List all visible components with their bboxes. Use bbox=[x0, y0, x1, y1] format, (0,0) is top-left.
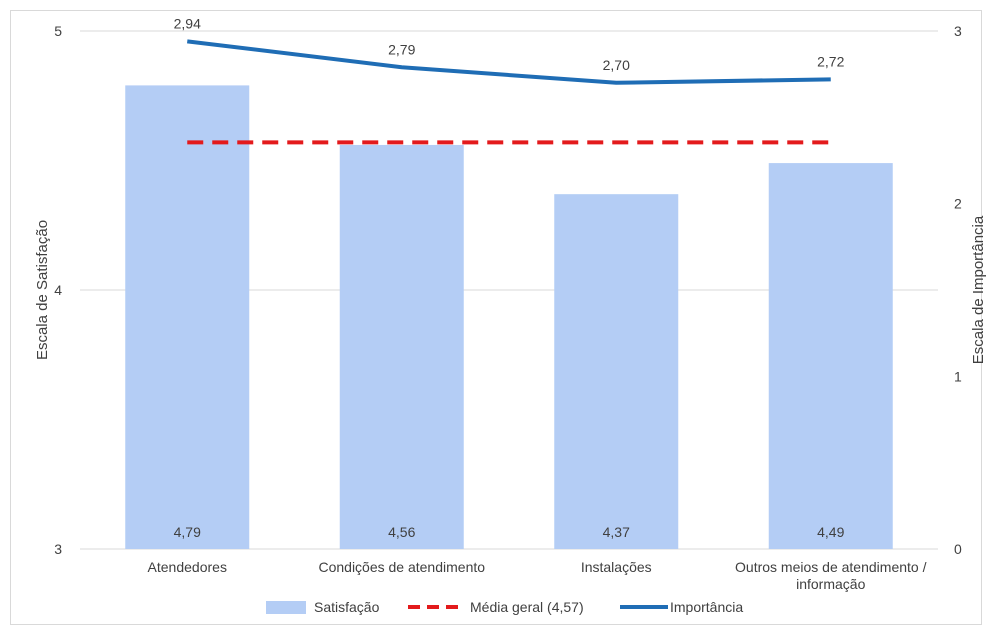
data-labels: 4,79 4,56 4,37 4,49 2,94 2,79 2,70 2,72 bbox=[174, 15, 845, 540]
y-right-tick-label: 1 bbox=[954, 368, 962, 384]
legend-label: Importância bbox=[670, 599, 743, 615]
line-series bbox=[187, 39, 831, 145]
y-left-tick-label: 3 bbox=[54, 541, 62, 557]
importancia-value-label: 2,70 bbox=[603, 57, 630, 73]
category-label: Instalações bbox=[581, 559, 652, 575]
y-left-tick-label: 4 bbox=[54, 282, 62, 298]
bar-value-label: 4,56 bbox=[388, 524, 415, 540]
bar-value-label: 4,37 bbox=[603, 524, 630, 540]
y-right-tick-label: 3 bbox=[954, 23, 962, 39]
bar-satisfacao-3 bbox=[768, 163, 893, 549]
legend-label: Satisfação bbox=[314, 599, 380, 615]
bar-satisfacao-0 bbox=[125, 85, 250, 549]
y-left-tick-label: 5 bbox=[54, 23, 62, 39]
y-right-tick-label: 2 bbox=[954, 196, 962, 212]
bar-satisfacao-2 bbox=[554, 194, 679, 550]
importancia-value-label: 2,94 bbox=[174, 15, 201, 31]
bar-satisfacao-1 bbox=[339, 144, 464, 549]
importancia-value-label: 2,79 bbox=[388, 41, 415, 57]
y-right-axis-title: Escala de Importância bbox=[970, 215, 987, 364]
importancia-value-label: 2,72 bbox=[817, 53, 844, 69]
category-label: Condições de atendimento bbox=[318, 559, 485, 575]
category-label: Atendedores bbox=[148, 559, 227, 575]
legend-media-geral: Média geral (4,57) bbox=[408, 599, 584, 615]
y-right-tick-label: 0 bbox=[954, 541, 962, 557]
bar-series bbox=[125, 85, 893, 550]
axes: 3 4 5 0 1 2 3 Escala de Satisfação Escala de Imp… bbox=[34, 23, 987, 592]
bar-value-label: 4,79 bbox=[174, 524, 201, 540]
category-label: Outros meios de atendimento / informação bbox=[735, 559, 927, 592]
legend-swatch bbox=[266, 601, 306, 614]
line-importancia bbox=[187, 39, 831, 85]
y-left-axis-title: Escala de Satisfação bbox=[34, 220, 51, 360]
bar-value-label: 4,49 bbox=[817, 524, 844, 540]
legend-label: Média geral (4,57) bbox=[470, 599, 584, 615]
legend-satisfacao: Satisfação bbox=[266, 599, 380, 615]
legend-importancia: Importância bbox=[620, 599, 743, 615]
legend: Satisfação Média geral (4,57) Importância bbox=[266, 599, 743, 615]
